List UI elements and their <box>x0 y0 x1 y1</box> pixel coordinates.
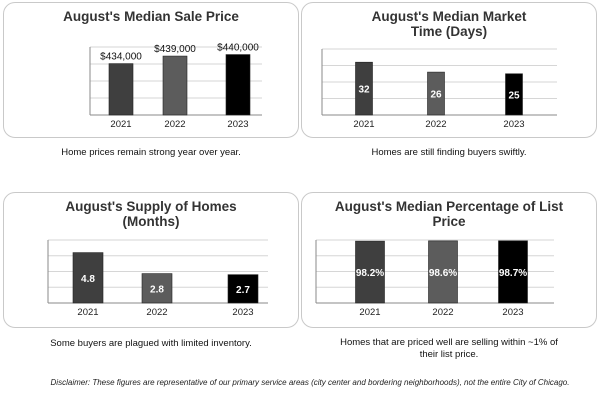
bar-2022 <box>162 55 188 116</box>
x-tick-label: 2021 <box>353 119 374 130</box>
chart-card-market-time: August's Median Market Time (Days) 32 202… <box>301 2 597 138</box>
x-tick-label: 2022 <box>432 307 453 318</box>
x-tick-label: 2022 <box>425 119 446 130</box>
chart-card-percentage-of-list-price: August's Median Percentage of List Price… <box>301 192 597 328</box>
bar-2021 <box>108 63 134 116</box>
x-tick-label: 2021 <box>359 307 380 318</box>
bar-2021 <box>355 240 385 304</box>
chart-title: August's Supply of Homes (Months) <box>65 199 237 229</box>
chart-caption: Homes are still finding buyers swiftly. <box>371 147 527 158</box>
x-tick-label: 2023 <box>232 307 253 318</box>
bar-2023 <box>225 54 251 116</box>
chart-svg: 4.8 2021 2.8 2022 2.7 2023 <box>47 239 268 318</box>
x-tick-label: 2023 <box>227 119 248 130</box>
chart-title: August's Median Market Time (Days) <box>371 9 527 39</box>
bar-2023 <box>505 73 523 116</box>
x-tick-label: 2023 <box>503 119 524 130</box>
bar-2021 <box>72 252 104 304</box>
bar-2022 <box>428 240 458 304</box>
x-tick-label: 2021 <box>77 307 98 318</box>
chart-card-supply-of-homes: August's Supply of Homes (Months) 4.8 202… <box>3 192 299 328</box>
bar-2022 <box>427 71 445 116</box>
bar-value-label: 2.7 <box>236 285 250 296</box>
bar-value-label: 4.8 <box>81 274 95 285</box>
chart-svg: 32 2021 26 2022 25 2023 <box>321 48 557 130</box>
bar-value-label: 26 <box>430 90 442 101</box>
bar-2023 <box>227 274 259 304</box>
bar-value-label: $439,000 <box>154 44 196 55</box>
bar-value-label: 98.6% <box>429 268 457 279</box>
bar-2023 <box>498 240 528 304</box>
x-tick-label: 2022 <box>164 119 185 130</box>
chart-caption: Some buyers are plagued with limited inv… <box>50 338 252 349</box>
chart-caption: Home prices remain strong year over year… <box>61 147 241 158</box>
bar-value-label: 25 <box>508 90 520 101</box>
bar-value-label: 98.7% <box>499 268 527 279</box>
disclaimer: Disclaimer: These figures are representa… <box>50 378 570 387</box>
chart-svg: 98.2% 2021 98.6% 2022 98.7% 2023 <box>315 239 554 318</box>
bar-2022 <box>141 273 173 304</box>
bar-value-label: $440,000 <box>217 43 259 54</box>
x-tick-label: 2022 <box>146 307 167 318</box>
x-tick-label: 2021 <box>110 119 131 130</box>
chart-title: August's Median Percentage of List Price <box>334 199 564 229</box>
bar-value-label: $434,000 <box>100 52 142 63</box>
chart-svg: $434,000 2021 $439,000 2022 $440,000 2023 <box>89 43 262 130</box>
bar-value-label: 32 <box>358 85 370 96</box>
bar-value-label: 2.8 <box>150 284 164 295</box>
chart-caption: Homes that are priced well are selling w… <box>340 337 558 360</box>
chart-card-median-sale-price: August's Median Sale Price $434,000 2021 $… <box>3 2 299 138</box>
bar-value-label: 98.2% <box>356 268 384 279</box>
chart-title: August's Median Sale Price <box>63 9 239 24</box>
x-tick-label: 2023 <box>502 307 523 318</box>
bar-2021 <box>355 61 373 116</box>
